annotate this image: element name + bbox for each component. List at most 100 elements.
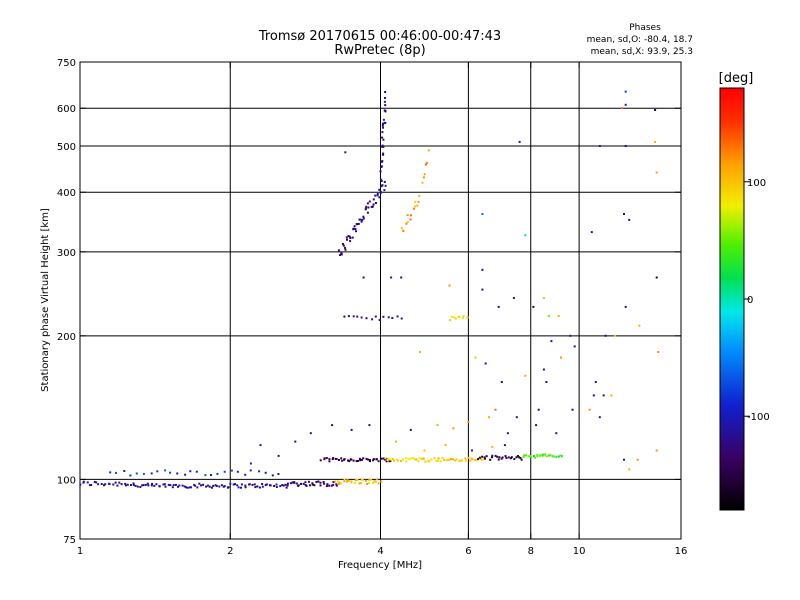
data-point xyxy=(393,459,396,462)
data-point xyxy=(365,205,368,208)
data-point xyxy=(550,340,553,343)
stats-heading: Phases xyxy=(629,23,661,33)
data-point xyxy=(340,253,343,256)
data-point xyxy=(412,457,415,459)
data-point xyxy=(542,297,545,299)
data-point xyxy=(657,351,660,353)
data-point xyxy=(400,227,403,230)
data-point xyxy=(356,315,359,318)
data-point xyxy=(309,484,312,487)
data-point xyxy=(169,471,172,474)
data-point xyxy=(82,480,85,483)
colorbar-gradient xyxy=(719,87,745,511)
data-point xyxy=(230,469,233,472)
data-point xyxy=(366,211,369,214)
data-point xyxy=(264,484,267,487)
data-point xyxy=(374,194,377,197)
data-point xyxy=(139,486,142,488)
data-point xyxy=(381,145,384,148)
data-point xyxy=(285,486,288,489)
data-point xyxy=(93,480,96,483)
chart-title: Tromsø 20170615 00:46:00-00:47:43 xyxy=(258,29,501,44)
data-point xyxy=(367,206,370,209)
data-point xyxy=(125,484,127,487)
data-point xyxy=(381,124,384,127)
data-point xyxy=(401,458,404,461)
data-point xyxy=(458,459,461,462)
data-point xyxy=(339,482,342,485)
data-point xyxy=(214,484,217,487)
y-tick-label: 75 xyxy=(63,535,76,546)
data-point xyxy=(341,459,344,462)
data-point xyxy=(389,458,392,461)
data-point xyxy=(164,485,167,488)
data-point xyxy=(108,482,111,485)
data-point xyxy=(220,484,223,487)
y-tick-label: 100 xyxy=(57,475,76,486)
data-point xyxy=(505,456,508,459)
data-point xyxy=(164,469,167,472)
data-point xyxy=(132,483,135,486)
data-point xyxy=(497,458,500,461)
data-point xyxy=(347,315,350,318)
data-point xyxy=(475,459,478,462)
data-point xyxy=(79,483,82,486)
data-point xyxy=(389,459,392,462)
chart-subtitle: RwPretec (8p) xyxy=(334,43,425,58)
data-point xyxy=(471,458,474,461)
data-point xyxy=(379,170,382,173)
data-point xyxy=(344,248,347,251)
data-point xyxy=(176,472,179,475)
data-point xyxy=(347,459,349,462)
data-point xyxy=(384,104,387,107)
data-point xyxy=(346,479,349,481)
data-point xyxy=(518,456,521,459)
data-point xyxy=(244,484,247,487)
data-point xyxy=(636,458,639,461)
data-point xyxy=(413,205,416,208)
data-point xyxy=(210,486,213,489)
x-tick-label: 10 xyxy=(573,546,586,557)
y-tick-label: 600 xyxy=(57,104,76,115)
data-point xyxy=(419,351,421,353)
data-point xyxy=(344,246,346,249)
data-point xyxy=(503,444,506,447)
data-point xyxy=(253,483,256,486)
y-axis-ticks: 75 100 200 300 400 500 600 750 xyxy=(57,58,681,546)
data-point xyxy=(355,230,357,233)
data-point xyxy=(374,480,377,483)
data-point xyxy=(244,473,247,476)
data-point xyxy=(376,194,379,197)
data-point xyxy=(150,484,153,487)
data-point xyxy=(216,472,219,475)
data-point xyxy=(450,458,452,460)
data-point xyxy=(361,458,363,461)
data-point xyxy=(515,416,518,419)
data-point xyxy=(371,318,374,321)
data-point xyxy=(104,483,107,486)
data-point xyxy=(382,152,385,155)
stats-line-o: mean, sd,O: -80.4, 18.7 xyxy=(587,35,693,45)
data-point xyxy=(407,457,410,460)
data-point xyxy=(205,485,208,488)
data-point xyxy=(491,454,494,457)
data-point xyxy=(458,315,461,318)
data-point xyxy=(416,204,419,207)
data-point xyxy=(409,218,412,221)
data-point xyxy=(95,481,98,484)
data-point xyxy=(195,470,198,473)
data-point xyxy=(624,90,627,93)
data-point xyxy=(208,485,211,488)
data-point xyxy=(240,483,243,486)
data-point xyxy=(382,138,385,141)
data-point xyxy=(382,457,385,460)
data-point xyxy=(406,221,409,223)
data-point xyxy=(142,472,145,475)
data-point xyxy=(271,474,274,477)
data-point xyxy=(484,362,487,365)
data-point xyxy=(371,205,374,208)
data-point xyxy=(390,276,393,279)
data-point xyxy=(537,408,540,411)
data-point xyxy=(361,219,364,221)
data-point xyxy=(529,455,532,458)
